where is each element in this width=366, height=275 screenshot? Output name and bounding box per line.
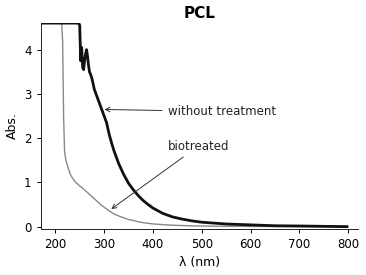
Text: biotreated: biotreated bbox=[112, 140, 229, 208]
Title: PCL: PCL bbox=[183, 6, 215, 21]
Y-axis label: Abs.: Abs. bbox=[5, 112, 19, 139]
Text: without treatment: without treatment bbox=[105, 105, 276, 118]
X-axis label: λ (nm): λ (nm) bbox=[179, 257, 220, 269]
